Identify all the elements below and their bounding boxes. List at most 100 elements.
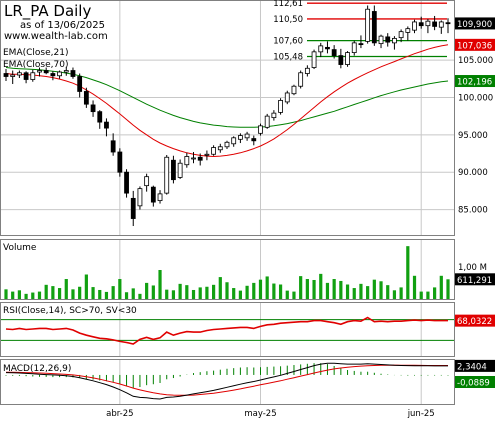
- volume-bar: [258, 279, 263, 299]
- volume-bar: [386, 285, 390, 299]
- last-ema21-tag-bg: [455, 38, 495, 51]
- candle-body: [10, 74, 16, 77]
- volume-bars: [4, 246, 450, 299]
- volume-bar: [305, 279, 309, 299]
- candle-body: [124, 171, 129, 194]
- volume-bar: [379, 281, 383, 299]
- volume-tick-label: 1,00 M: [458, 263, 487, 273]
- volume-bar: [185, 285, 189, 299]
- volume-bar: [426, 291, 430, 299]
- macd-group: 2,3404 -0,0889: [5, 359, 495, 400]
- volume-bar: [37, 291, 42, 299]
- volume-bar: [332, 279, 336, 299]
- candle-body: [177, 162, 183, 178]
- volume-last-tag: 611,291: [457, 276, 492, 286]
- price-tick-label: 105.000: [458, 56, 493, 66]
- price-level-label: 107,60: [273, 37, 303, 47]
- candle-body: [251, 138, 257, 142]
- candle-body: [298, 72, 304, 87]
- candle-body: [104, 121, 109, 129]
- volume-bar: [64, 279, 68, 299]
- candle-body: [37, 70, 42, 73]
- candle-body: [30, 72, 36, 80]
- candle-body: [365, 8, 371, 42]
- volume-bar: [24, 293, 28, 299]
- last-ema70-tag: 102,196: [457, 78, 492, 88]
- volume-bar: [17, 290, 21, 299]
- volume-last-tag-bg: [455, 273, 495, 286]
- candle-body: [311, 51, 317, 68]
- candle-body: [43, 70, 49, 74]
- rsi-last-tag: 68,0322: [457, 317, 492, 327]
- volume-bar: [225, 282, 229, 299]
- candle-body: [358, 43, 364, 46]
- volume-bar: [232, 288, 236, 299]
- volume-bar: [31, 292, 35, 299]
- volume-bar: [285, 290, 289, 299]
- last-close-tag: 109,900: [457, 20, 492, 30]
- candle-body: [338, 55, 344, 65]
- candle-body: [371, 11, 377, 44]
- candle-body: [184, 156, 190, 166]
- volume-bar: [278, 284, 283, 299]
- candle-body: [70, 70, 76, 77]
- volume-bar: [165, 289, 169, 299]
- candle-body: [345, 52, 350, 65]
- volume-bar: [265, 276, 269, 299]
- candle-body: [432, 21, 438, 27]
- volume-bar: [218, 277, 222, 299]
- volume-bar: [359, 283, 363, 299]
- price-tick-label: 100.000: [458, 93, 493, 103]
- candle-body: [412, 21, 417, 31]
- volume-bar: [252, 282, 256, 299]
- volume-bar: [145, 282, 149, 299]
- rsi-panel-frame: [0, 302, 455, 357]
- volume-bar: [71, 289, 75, 299]
- x-tick-label: abr-25: [106, 409, 133, 419]
- volume-bar: [345, 284, 350, 299]
- rsi-line: [5, 316, 448, 345]
- candle-body: [445, 22, 451, 25]
- volume-bar: [245, 285, 249, 299]
- chart-title: LR_PA Daily: [4, 2, 91, 21]
- price-level-label: 110,50: [273, 15, 303, 25]
- candle-body: [264, 115, 270, 128]
- legend-ema21: EMA(Close,21): [3, 48, 68, 58]
- candle-body: [23, 72, 29, 80]
- volume-bar: [11, 291, 15, 299]
- price-panel-frame: [0, 0, 455, 236]
- candle-body: [211, 147, 217, 155]
- candle-body: [117, 151, 123, 173]
- candle-body: [77, 76, 83, 92]
- volume-bar: [433, 287, 437, 299]
- chart-date: as of 13/06/2025: [20, 20, 105, 31]
- last-ema70-tag-bg: [455, 75, 495, 88]
- volume-bar: [212, 284, 216, 299]
- candle-body: [385, 36, 391, 43]
- macd-line: [5, 362, 448, 400]
- candle-body: [63, 70, 69, 73]
- candle-body: [291, 85, 297, 95]
- volume-bar: [439, 275, 443, 299]
- month-gridlines: [119, 1, 422, 404]
- candle-body: [231, 137, 237, 145]
- last-close-tag-bg: [455, 17, 495, 30]
- volume-bar: [151, 285, 155, 299]
- candle-body: [144, 176, 150, 187]
- volume-bar: [51, 286, 55, 299]
- volume-bar: [78, 286, 82, 299]
- candle-body: [204, 153, 210, 156]
- volume-bar: [198, 287, 202, 299]
- price-tick-label: 95.000: [458, 131, 488, 141]
- volume-bar: [392, 290, 397, 299]
- volume-bar: [98, 289, 102, 299]
- volume-bar: [272, 283, 276, 299]
- candle-body: [110, 140, 116, 153]
- volume-bar: [412, 275, 417, 299]
- candle-body: [304, 67, 310, 74]
- candle-body: [50, 73, 56, 77]
- price-levels: 112,61 110,50 107,60 105,48: [273, 0, 447, 62]
- macd-panel-frame: [0, 359, 455, 405]
- last-ema21-tag: 107,036: [457, 41, 492, 51]
- price-tick-label: 85.000: [458, 206, 488, 216]
